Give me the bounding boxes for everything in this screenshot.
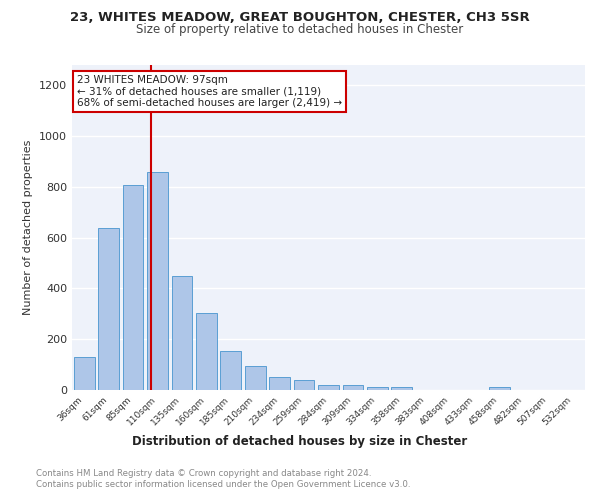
Bar (147, 172, 168, 390)
Bar (98, 228, 119, 390)
Bar (293, 380, 314, 390)
Bar (489, 388, 510, 390)
Bar (343, 386, 364, 390)
Bar (318, 386, 339, 390)
Bar (172, 276, 193, 390)
Bar (74, 357, 95, 390)
Bar (367, 387, 388, 390)
Bar (196, 312, 217, 390)
Text: Size of property relative to detached houses in Chester: Size of property relative to detached ho… (136, 22, 464, 36)
Bar (220, 350, 241, 390)
Y-axis label: Number of detached properties: Number of detached properties (23, 140, 34, 315)
Bar (122, 185, 143, 390)
Text: Contains public sector information licensed under the Open Government Licence v3: Contains public sector information licen… (36, 480, 410, 489)
Text: 23, WHITES MEADOW, GREAT BOUGHTON, CHESTER, CH3 5SR: 23, WHITES MEADOW, GREAT BOUGHTON, CHEST… (70, 11, 530, 24)
Text: Contains HM Land Registry data © Crown copyright and database right 2024.: Contains HM Land Registry data © Crown c… (36, 469, 371, 478)
Bar (391, 388, 412, 390)
Text: 23 WHITES MEADOW: 97sqm
← 31% of detached houses are smaller (1,119)
68% of semi: 23 WHITES MEADOW: 97sqm ← 31% of detache… (77, 74, 342, 108)
Text: Distribution of detached houses by size in Chester: Distribution of detached houses by size … (133, 435, 467, 448)
Bar (269, 377, 290, 390)
Bar (245, 366, 266, 390)
